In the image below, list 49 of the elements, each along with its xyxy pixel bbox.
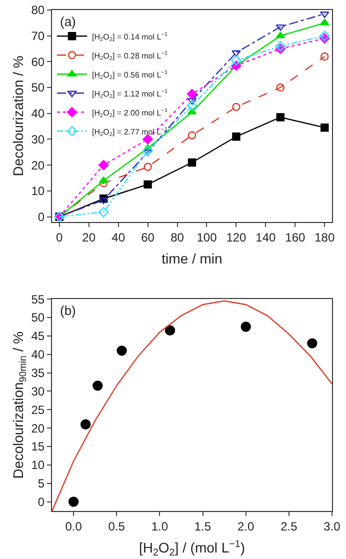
legend-label: [H$_{2}$O$_{2}$] = 2.00 mol L$^{−1}$ [92, 108, 168, 119]
y-tick-label: 50 [31, 80, 45, 95]
legend-label: [H$_{2}$O$_{2}$] = 0.28 mol L$^{−1}$ [92, 50, 168, 62]
y-tick-label: 0 [38, 494, 45, 509]
y-tick-label: 10 [31, 184, 45, 198]
y-tick-label: 5 [38, 476, 45, 491]
x-tick-label: 2.5 [280, 519, 298, 534]
x-axis-title: [H$_{2}$O$_{2}$] / (mol L$^{−1}$) [138, 538, 246, 559]
y-tick-label: 40 [31, 106, 45, 121]
x-tick-label: 180 [314, 230, 335, 244]
y-tick-label: 70 [31, 29, 45, 44]
legend-label: [H$_{2}$O$_{2}$] = 1.12 mol L$^{−1}$ [92, 88, 168, 100]
x-tick-label: 0.0 [65, 519, 82, 534]
legend-label: [H$_{2}$O$_{2}$] = 0.14 mol L$^{−1}$ [92, 32, 168, 43]
y-tick-label: 30 [31, 384, 45, 398]
x-tick-label: 0 [56, 230, 64, 244]
y-tick-label: 20 [31, 421, 45, 436]
y-tick-label: 55 [31, 292, 45, 306]
y-axis-title: Decolourization / % [10, 56, 26, 176]
y-tick-label: 0 [38, 210, 45, 224]
x-tick-label: 140 [256, 230, 276, 244]
x-tick-label: 40 [112, 230, 126, 244]
y-tick-label: 60 [31, 54, 45, 69]
y-tick-label: 45 [31, 329, 45, 344]
y-tick-label: 50 [31, 310, 45, 325]
x-tick-label: 20 [82, 230, 96, 244]
x-tick-label: 0.5 [108, 519, 126, 534]
y-tick-label: 25 [31, 402, 45, 417]
x-tick-label: 60 [141, 230, 155, 244]
y-tick-label: 40 [31, 348, 45, 362]
legend-label: [H$_{2}$O$_{2}$] = 0.56 mol L$^{−1}$ [92, 70, 168, 81]
x-tick-label: 160 [285, 230, 306, 244]
legend-label: [H$_{2}$O$_{2}$] = 2.77 mol L$^{−1}$ [92, 126, 168, 138]
x-tick-label: 80 [170, 230, 184, 244]
x-tick-label: 120 [226, 230, 247, 244]
annotation: (a) [60, 14, 76, 29]
y-tick-label: 10 [31, 458, 45, 472]
x-tick-label: 2.0 [238, 519, 255, 534]
y-tick-label: 15 [31, 440, 45, 454]
x-tick-label: 3.0 [324, 519, 341, 534]
x-tick-label: 1.0 [151, 519, 168, 534]
x-axis-title: time / min [162, 250, 222, 267]
x-tick-label: 100 [196, 230, 218, 244]
y-tick-label: 35 [31, 366, 45, 380]
y-tick-label: 30 [31, 132, 45, 146]
y-tick-label: 20 [31, 158, 45, 172]
y-tick-label: 80 [31, 3, 45, 18]
annotation: (b) [60, 303, 76, 318]
x-tick-label: 1.5 [194, 519, 212, 534]
